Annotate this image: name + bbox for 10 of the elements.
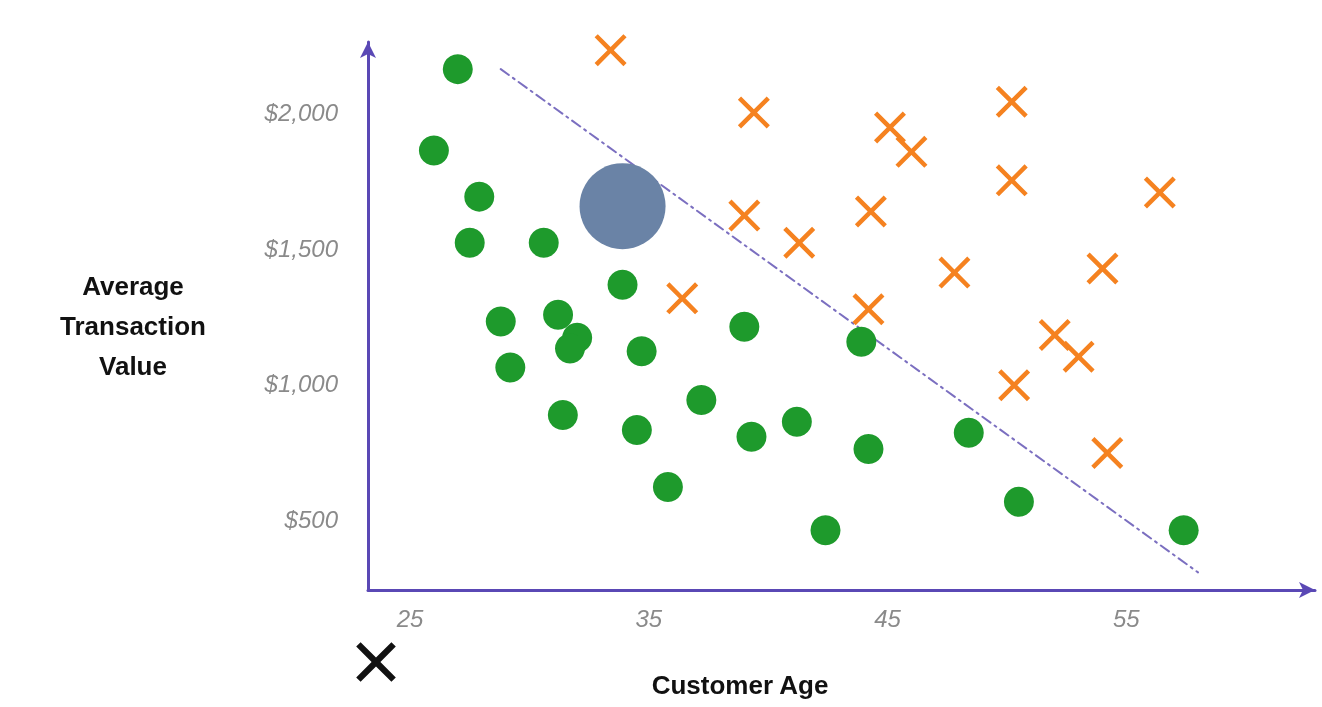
x-tick-label: 25 <box>395 604 425 632</box>
y-tick-label: $1,500 <box>263 234 339 262</box>
x-axis-title: Customer Age <box>651 670 829 700</box>
y-axis-title: Average Transaction Value <box>60 271 206 381</box>
y-tick-label: $2,000 <box>263 99 339 127</box>
x-tick-label: 35 <box>635 604 663 632</box>
x-tick-label: 55 <box>1113 604 1141 632</box>
y-tick-label: $1,000 <box>263 370 339 398</box>
x-tick-label: 45 <box>874 604 902 632</box>
y-tick-label: $500 <box>283 505 339 533</box>
